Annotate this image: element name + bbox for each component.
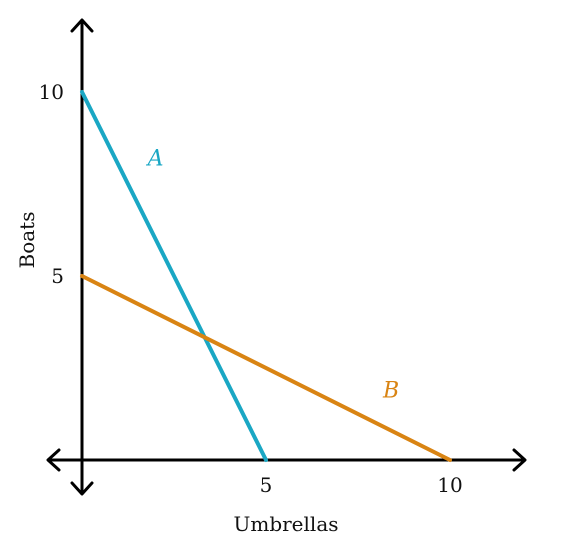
axes [46,18,527,496]
series-label-B: B [382,378,399,403]
x-axis-label: Umbrellas [234,512,339,536]
y-tick-label-10: 10 [39,80,64,104]
x-axis-arrow-right [512,448,527,472]
series-line-B [80,274,452,462]
y-axis-arrow-bottom [70,481,94,496]
x-tick-label-5: 5 [260,473,273,497]
series-lines: AB [80,90,452,462]
y-axis-label: Boats [15,212,39,269]
series-label-A: A [146,147,164,172]
x-tick-label-10: 10 [437,473,462,497]
series-line-A [80,90,268,462]
y-axis-arrow-top [70,18,94,33]
tick-labels: 5 10 5 10 [39,80,463,497]
x-axis-arrow-left [46,448,61,472]
y-tick-label-5: 5 [51,264,64,288]
